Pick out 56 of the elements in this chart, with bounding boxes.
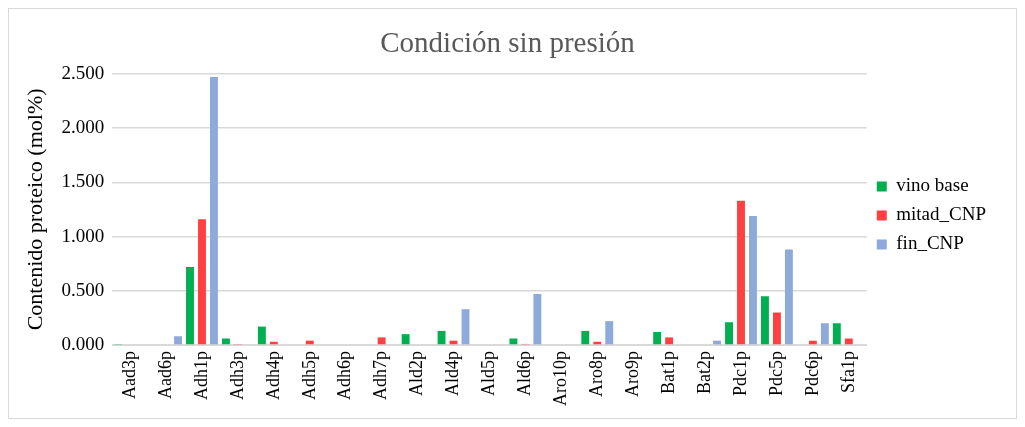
x-tick-label: Pdc1p bbox=[729, 351, 750, 397]
bar bbox=[221, 338, 230, 345]
x-tick-label: Adh3p bbox=[226, 351, 247, 401]
bar bbox=[210, 77, 218, 345]
bar bbox=[605, 321, 614, 345]
bar bbox=[784, 249, 793, 345]
x-tick-label: Ald4p bbox=[442, 351, 463, 397]
x-tick-label: Adh4p bbox=[262, 351, 283, 401]
x-tick-label: Aro9p bbox=[621, 351, 642, 398]
bar bbox=[844, 338, 853, 345]
bar bbox=[653, 331, 662, 345]
bar bbox=[186, 266, 194, 345]
bar bbox=[533, 294, 542, 345]
x-tick-label: Adh1p bbox=[190, 351, 211, 401]
y-tick-label: 1.500 bbox=[61, 170, 105, 192]
legend-label: mitad_CNP bbox=[896, 203, 986, 225]
bar bbox=[198, 219, 206, 345]
bar bbox=[832, 323, 841, 345]
bar bbox=[772, 312, 781, 345]
legend-label: fin_CNP bbox=[896, 232, 964, 254]
x-tick-label: Ald2p bbox=[406, 351, 427, 397]
y-axis-title: Contenido proteico (mol%) bbox=[21, 88, 47, 331]
bar bbox=[749, 215, 757, 345]
y-tick-label: 0.500 bbox=[61, 278, 105, 300]
x-tick-label: Adh5p bbox=[298, 351, 319, 401]
bar bbox=[257, 326, 266, 345]
x-tick-label: Adh7p bbox=[370, 351, 391, 401]
bar bbox=[581, 330, 590, 345]
bar bbox=[820, 323, 829, 345]
x-tick-label: Bat1p bbox=[657, 351, 678, 395]
chart-title: Condición sin presión bbox=[380, 26, 636, 59]
bar bbox=[437, 330, 446, 345]
x-tick-label: Sfa1p bbox=[837, 351, 858, 394]
x-tick-label: Aad3p bbox=[118, 351, 139, 400]
bar bbox=[401, 334, 410, 345]
x-tick-label: Ald6p bbox=[514, 351, 535, 397]
y-tick-label: 2.500 bbox=[61, 61, 105, 83]
bar bbox=[377, 337, 386, 345]
bar bbox=[665, 337, 674, 345]
bar bbox=[174, 336, 182, 345]
x-tick-label: Aro8p bbox=[586, 351, 606, 398]
x-tick-label: Aro10p bbox=[550, 351, 571, 407]
y-tick-label: 2.000 bbox=[61, 116, 105, 138]
bar bbox=[761, 296, 769, 345]
legend-label: vino base bbox=[896, 174, 969, 196]
y-tick-label: 1.000 bbox=[61, 224, 105, 246]
x-tick-label: Aad6p bbox=[154, 351, 175, 400]
bar bbox=[737, 200, 745, 345]
x-tick-label: Pdc5p bbox=[765, 351, 786, 397]
bar bbox=[725, 322, 733, 345]
y-tick-label: 0.000 bbox=[61, 332, 105, 354]
x-tick-label: Pdc6p bbox=[801, 351, 822, 397]
bar bbox=[509, 338, 518, 345]
x-tick-label: Adh6p bbox=[334, 351, 355, 401]
x-tick-label: Bat2p bbox=[693, 351, 714, 395]
x-tick-label: Ald5p bbox=[478, 351, 499, 397]
